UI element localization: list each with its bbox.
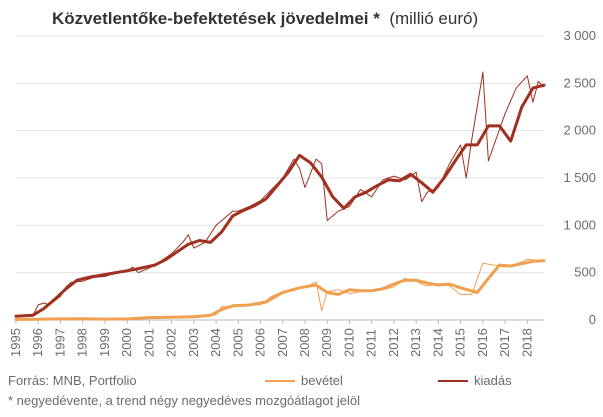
x-tick-label: 2005	[230, 328, 245, 357]
x-tick-label: 1996	[30, 328, 45, 357]
x-tick-label: 2010	[341, 328, 356, 357]
series-line-kiadas-quarterly	[16, 71, 545, 317]
x-tick-label: 2017	[497, 328, 512, 357]
y-axis-ticks: 0 500 1 000 1 500 2 000 2 500 3 000	[563, 28, 596, 327]
legend-item-kiadas: kiadás	[438, 373, 512, 388]
x-tick-label: 2018	[519, 328, 534, 357]
legend-swatch-kiadas	[438, 379, 468, 382]
x-tick-label: 1999	[97, 328, 112, 357]
x-tick-label: 2006	[253, 328, 268, 357]
footnote: * negyedévente, a trend négy negyedéves …	[8, 393, 360, 408]
x-tick-label: 2001	[141, 328, 156, 357]
chart-title-unit: (millió euró)	[389, 9, 478, 28]
y-tick-label: 0	[589, 312, 596, 327]
x-tick-label: 1998	[75, 328, 90, 357]
x-tick-label: 2003	[186, 328, 201, 357]
y-tick-label: 1 500	[563, 170, 596, 185]
legend-label-kiadas: kiadás	[474, 373, 512, 388]
chart-title: Közvetlentőke-befektetések jövedelmei * …	[52, 9, 478, 28]
series-line-bevetel-trend	[14, 259, 546, 321]
x-tick-label: 2016	[475, 328, 490, 357]
series-lines	[14, 71, 546, 321]
source-note: Forrás: MNB, Portfolio	[8, 373, 137, 388]
legend-label-bevetel: bevétel	[301, 373, 343, 388]
x-tick-label: 2012	[386, 328, 401, 357]
gridlines	[16, 35, 544, 321]
series-line-kiadas-trend	[14, 83, 546, 318]
x-tick-label: 2011	[364, 329, 379, 357]
x-tick-label: 2014	[430, 328, 445, 357]
x-axis-ticks: 1995 1996 1997 1998 1999 2000 2001 2002 2003 2004…	[8, 320, 534, 357]
x-tick-label: 2004	[208, 328, 223, 357]
y-tick-label: 1 000	[563, 217, 596, 232]
x-tick-label: 2002	[164, 328, 179, 357]
x-tick-label: 2000	[119, 328, 134, 357]
legend-item-bevetel: bevétel	[265, 373, 343, 388]
y-tick-label: 2 500	[563, 75, 596, 90]
x-tick-label: 2008	[297, 328, 312, 357]
x-tick-label: 2013	[408, 328, 423, 357]
x-tick-label: 2009	[319, 328, 334, 357]
x-tick-label: 2015	[453, 328, 468, 357]
legend-swatch-bevetel	[265, 379, 295, 382]
series-line-bevetel-quarterly	[16, 258, 539, 320]
x-tick-label: 1995	[8, 328, 23, 357]
chart-title-bold: Közvetlentőke-befektetések jövedelmei *	[52, 9, 380, 28]
y-tick-label: 500	[574, 265, 596, 280]
x-tick-label: 1997	[52, 328, 67, 357]
y-tick-label: 3 000	[563, 28, 596, 43]
x-tick-label: 2007	[275, 328, 290, 357]
y-tick-label: 2 000	[563, 123, 596, 138]
